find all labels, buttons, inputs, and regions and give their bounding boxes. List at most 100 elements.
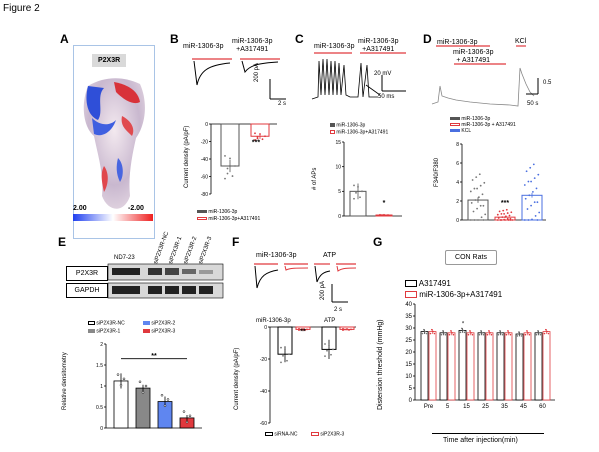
panel-d-point [530, 180, 532, 183]
panel-g-bar [477, 332, 486, 401]
panel-f-ylabel: Current density (pA/pF) [234, 347, 240, 410]
panel-f-legend-item-1: siRNA-NC [265, 432, 297, 437]
panel-g-point [537, 330, 539, 332]
panel-g-point [490, 333, 493, 336]
panel-f-point [326, 349, 328, 352]
panel-b-point [254, 139, 256, 141]
panel-c-scalebar-y: 20 mV [374, 71, 392, 77]
panel-b-point [254, 132, 256, 135]
panel-d-trace-label-1: miR-1306-3p [437, 39, 478, 46]
panel-c-y-tick-label: 5 [338, 189, 341, 195]
panel-g-point [467, 333, 470, 336]
panel-g-x-tick-label: 45 [520, 404, 527, 410]
panel-e-point [144, 384, 148, 388]
panel-g-point [423, 328, 425, 331]
panel-g-bar [534, 332, 543, 401]
panel-b-legend-item-2: miR-1306-3p+A317491 [197, 217, 260, 222]
panel-d-point [469, 219, 472, 221]
panel-d-point [527, 180, 530, 183]
panel-g-point [478, 333, 481, 336]
panel-g-point [547, 332, 550, 335]
panel-c-y-tick-label: 15 [335, 140, 341, 146]
panel-c-ylabel: # of APs [312, 167, 318, 190]
panel-f-y-tick-label: -40 [260, 389, 267, 395]
panel-g-point [520, 335, 523, 337]
panel-g-point [481, 332, 483, 334]
western-blot-image [107, 263, 224, 299]
panel-g-chart: 0 5 10 15 20 25 30 35 40 Pre 5 15 25 35 45 60 * [405, 302, 555, 410]
panel-d-point [525, 170, 528, 173]
panel-g-point [433, 332, 436, 335]
panel-d-point [533, 201, 536, 204]
panel-d-point [478, 173, 481, 176]
panel-c-legend-item-2: miR-1306-3p+A317491 [330, 130, 388, 135]
panel-d-point [497, 217, 500, 219]
panel-f-legend: siRNA-NC siP2X3R-3 [265, 432, 355, 440]
panel-g-point [505, 333, 508, 336]
panel-g-bar [515, 333, 524, 401]
panel-d-scalebar-x: 50 s [527, 101, 539, 107]
panel-g-point [482, 333, 485, 336]
panel-g-point [443, 332, 445, 334]
panel-d-point [526, 208, 529, 210]
panel-d-point [496, 219, 499, 221]
panel-g-xlabel-bracket [432, 433, 544, 434]
panel-f-point [300, 328, 302, 331]
panel-b-y-tick-label: -40 [201, 157, 208, 163]
panel-f-y-tick-label: 0 [264, 325, 267, 331]
panel-b-legend-item-1: miR-1306-3p [197, 210, 237, 215]
panel-g-ylabel: Distension threshold (mmHg) [377, 319, 384, 410]
panel-e-ylabel: Relative densitometry [62, 352, 68, 410]
panel-e-point [138, 380, 142, 384]
panel-d-point [479, 184, 482, 187]
panel-g-point [501, 333, 504, 336]
panel-d-point [533, 177, 536, 180]
panel-e-legend-item-4: siP2X3R-3 [143, 329, 175, 334]
panel-g-point [507, 330, 509, 332]
panel-f-point [284, 348, 286, 351]
panel-d-point [524, 197, 527, 200]
panel-d-point [532, 163, 535, 166]
panel-c-point [381, 214, 383, 216]
panel-e-letter: E [58, 235, 67, 249]
blot-row-label-2: GAPDH [66, 283, 108, 298]
panel-e-point [122, 377, 126, 381]
panel-e-point [119, 383, 123, 387]
panel-f-point [324, 343, 326, 345]
panel-g-point [461, 327, 463, 330]
protein-surface-image [83, 78, 145, 209]
panel-c-legend-item-1: miR-1306-3p [330, 123, 365, 128]
panel-g-point [526, 330, 528, 332]
panel-f-point [342, 329, 344, 332]
lane-label-4: siP2X3R-2 [183, 236, 199, 266]
panel-g-bar [496, 332, 505, 401]
panel-e-y-tick-label: 0 [100, 426, 103, 432]
panel-c-point [359, 196, 361, 199]
panel-g-x-tick-label: 60 [539, 404, 546, 410]
panel-d-point [474, 199, 477, 201]
panel-g-point [516, 335, 519, 337]
panel-c-trace-label-1: miR-1306-3p [314, 43, 355, 50]
panel-e-lane-labels: ND7-23 siP2X3R-NC siP2X3R-1 siP2X3R-2 si… [108, 231, 228, 266]
panel-g-point [489, 332, 491, 334]
panel-g-y-tick-label: 25 [405, 338, 412, 344]
panel-d-point [476, 187, 478, 190]
panel-g-point [450, 330, 452, 332]
panel-f-group-label-2: ATP [324, 318, 336, 324]
panel-f-point [306, 328, 308, 331]
panel-f-point [346, 328, 348, 330]
panel-f-point [348, 329, 350, 331]
panel-d-point [503, 218, 505, 221]
panel-d-point [481, 193, 484, 196]
panel-g-y-tick-label: 0 [409, 398, 413, 404]
panel-g-subtitle: CON Rats [445, 250, 497, 265]
panel-g-significance: * [462, 322, 465, 328]
panel-d-point [505, 208, 508, 211]
panel-g-point [539, 333, 542, 336]
panel-d-point [538, 211, 541, 214]
panel-f-point [282, 354, 284, 357]
panel-g-point [509, 333, 512, 336]
panel-d-point [501, 216, 504, 219]
panel-d-point [505, 215, 507, 218]
panel-d-point [530, 204, 532, 207]
